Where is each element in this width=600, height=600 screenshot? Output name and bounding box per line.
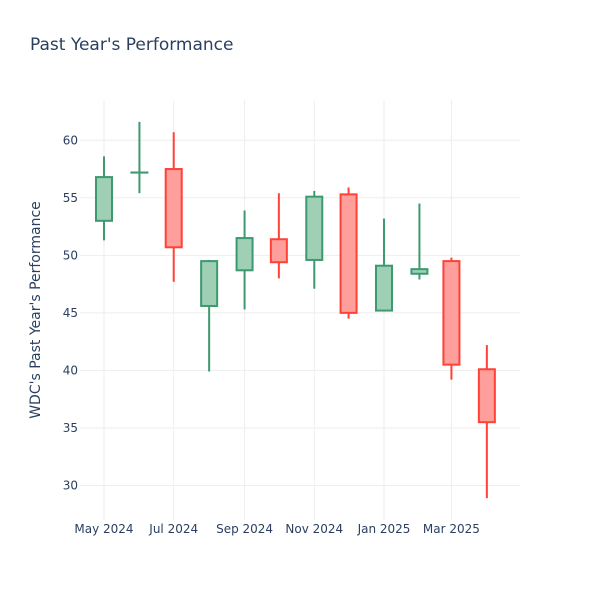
y-axis-title: WDC's Past Year's Performance: [28, 201, 44, 419]
y-tick-label: 30: [63, 478, 78, 492]
chart-title: Past Year's Performance: [30, 35, 234, 55]
candle-body: [442, 260, 461, 366]
candle-decreasing: [164, 132, 183, 282]
y-tick-label: 35: [63, 421, 78, 435]
candle-body: [164, 168, 183, 249]
candle-body: [375, 264, 393, 312]
candle-increasing: [200, 259, 219, 372]
candle-increasing: [95, 156, 113, 241]
candle-body: [477, 368, 496, 424]
candle-body: [269, 238, 288, 264]
x-tick-label: May 2024: [74, 522, 133, 536]
candles: [95, 121, 496, 499]
y-tick-label: 60: [63, 133, 78, 147]
x-tick-label: Mar 2025: [423, 522, 480, 536]
candle-decreasing: [269, 193, 288, 279]
candle-body: [95, 176, 113, 222]
x-tick-label: Jul 2024: [148, 522, 198, 536]
candle-body: [339, 193, 358, 314]
y-tick-label: 50: [63, 248, 78, 262]
candle-body: [235, 237, 254, 272]
candle-decreasing: [477, 345, 496, 499]
x-tick-label: Sep 2024: [216, 522, 273, 536]
candle-increasing: [235, 210, 254, 310]
candle-decreasing: [339, 187, 358, 319]
candle-decreasing: [442, 257, 461, 380]
y-axis-ticks: 30 35 40 45 50 55 60: [63, 133, 78, 492]
candle-body: [200, 260, 219, 307]
candle-increasing: [375, 218, 393, 312]
x-tick-label: Nov 2024: [285, 522, 343, 536]
y-tick-label: 55: [63, 191, 78, 205]
x-axis-ticks: May 2024 Jul 2024 Sep 2024 Nov 2024 Jan 2025…: [74, 522, 480, 536]
candle-increasing: [410, 203, 429, 280]
y-tick-label: 45: [63, 306, 78, 320]
candle-increasing: [130, 121, 149, 194]
y-tick-label: 40: [63, 363, 78, 377]
candle-body: [305, 195, 324, 261]
x-tick-label: Jan 2025: [357, 522, 411, 536]
candle-body: [410, 268, 429, 275]
candle-increasing: [305, 190, 324, 289]
